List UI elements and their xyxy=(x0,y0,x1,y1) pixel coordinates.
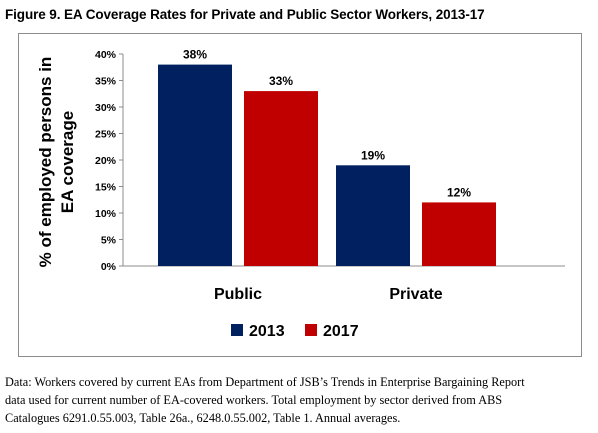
y-tick-label: 30% xyxy=(95,102,117,114)
y-tick-label: 40% xyxy=(95,49,117,61)
y-tick-label: 15% xyxy=(95,182,117,194)
bar-2017-private xyxy=(422,202,496,266)
y-tick-label: 25% xyxy=(95,129,117,141)
x-category-label: Public xyxy=(214,286,262,303)
bar-2013-private xyxy=(336,165,410,266)
data-label: 12% xyxy=(447,185,471,199)
y-tick-label: 5% xyxy=(101,235,117,247)
y-axis-title-line: EA coverage xyxy=(58,111,77,213)
y-axis-title: % of employed persons in EA coverage xyxy=(36,57,77,268)
y-tick-label: 35% xyxy=(95,76,117,88)
data-label: 38% xyxy=(183,48,207,62)
x-category-label: Private xyxy=(389,286,442,303)
y-tick-label: 20% xyxy=(95,155,117,167)
figure-caption: Data: Workers covered by current EAs fro… xyxy=(5,373,595,427)
caption-line-2: data used for current number of EA-cover… xyxy=(5,393,503,407)
y-axis-title-line: % of employed persons in xyxy=(36,57,55,268)
caption-line-1: Data: Workers covered by current EAs fro… xyxy=(5,375,525,389)
y-tick-label: 0% xyxy=(101,261,117,273)
legend-label: 2013 xyxy=(249,323,285,340)
legend-label: 2017 xyxy=(323,323,359,340)
bar-2017-public xyxy=(244,91,318,266)
bar-2013-public xyxy=(158,64,232,266)
data-label: 33% xyxy=(269,74,293,88)
figure-title: Figure 9. EA Coverage Rates for Private … xyxy=(5,7,485,22)
bar-chart: 0% 5% 10% 15% 20% 25% 30% 35% 40% % of employed p… xyxy=(36,48,565,340)
caption-line-3: Catalogues 6291.0.55.003, Table 26a., 62… xyxy=(5,411,401,425)
y-tick-label: 10% xyxy=(95,208,117,220)
legend-swatch-2017 xyxy=(305,324,317,336)
data-label: 19% xyxy=(361,148,385,162)
legend-swatch-2013 xyxy=(231,324,243,336)
